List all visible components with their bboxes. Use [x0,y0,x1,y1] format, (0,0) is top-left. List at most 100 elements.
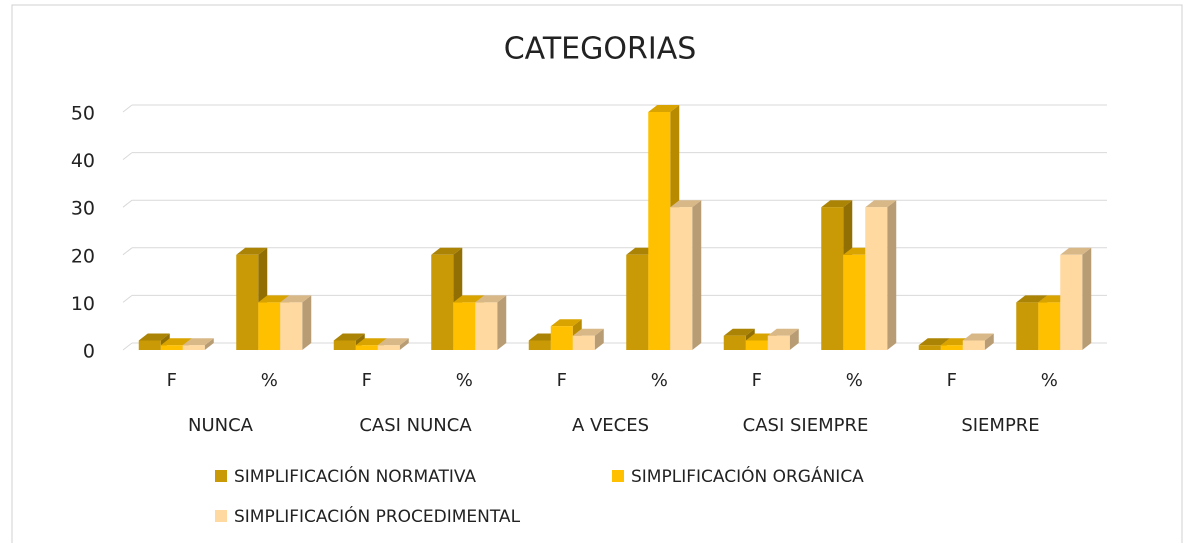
bar [865,200,897,350]
bar-front [280,302,303,350]
y-tick-label: 0 [83,341,95,363]
bar-side [789,328,799,350]
bar-front [333,340,356,350]
bar-top [572,328,604,336]
bar-top [160,338,192,346]
legend-swatch [612,470,624,482]
bar [962,333,994,350]
bar-front [940,345,963,350]
grid-line [122,104,1107,113]
bar-front [431,254,454,350]
bar-top [431,247,463,255]
x-group-label: A VECES [572,415,649,436]
bar-top [280,295,312,303]
x-tick-label: F [362,370,372,391]
x-tick-label: F [167,370,177,391]
x-tick-label: % [261,370,278,391]
bar-top [453,295,485,303]
bar-top [918,338,950,346]
y-tick-label: 20 [71,245,95,267]
grid-segment [122,104,133,113]
x-group-label: SIEMPRE [961,415,1039,436]
bar-front [745,340,768,350]
grid-segment [122,342,133,351]
legend-label: SIMPLIFICACIÓN ORGÁNICA [631,465,864,487]
x-tick-label: % [846,370,863,391]
bar-top [670,200,702,208]
bar [475,295,507,350]
bar [377,338,409,350]
bar-top [258,295,290,303]
bar-front [670,207,693,350]
bar-front [355,345,378,350]
bar-top [962,333,994,341]
bar [572,328,604,350]
bar-front [648,112,671,350]
chart-frame [11,4,1183,543]
y-tick-label: 10 [71,293,95,315]
bar-front [572,335,595,350]
x-group-label: CASI NUNCA [359,415,472,436]
bar-top [821,200,853,208]
bar-top [475,295,507,303]
grid-line [122,199,1107,208]
bar [767,328,799,350]
grid-segment [122,152,133,160]
y-tick-label: 50 [71,103,95,125]
bar-front [626,254,649,350]
bar-front [918,345,941,350]
bar-top [648,105,680,112]
bar-side [594,328,604,350]
legend-swatch [215,510,227,522]
bar-front [550,326,573,350]
bar-side [204,338,214,350]
legend-label: SIMPLIFICACIÓN NORMATIVA [234,465,476,487]
bar [670,200,702,350]
bar-front [182,345,205,350]
bar-top [236,247,268,255]
bar [280,295,312,350]
bar-side [497,295,507,350]
bar-top [377,338,409,346]
grid-segment [122,295,133,303]
bar-front [962,340,985,350]
bar-top [333,333,365,341]
bar-top [138,333,170,341]
bar-front [865,207,888,350]
chart-title: CATEGORIAS [504,32,697,67]
bar-front [1016,302,1039,350]
bar-top [550,319,582,327]
bar-front [258,302,281,350]
bar-front [1060,254,1083,350]
bar-front [453,302,476,350]
bar-front [528,340,551,350]
bar-front [160,345,183,350]
bar-front [843,254,866,350]
bar-top [355,338,387,346]
bar-side [692,200,702,350]
bar-top [1016,295,1048,303]
bar [182,338,214,350]
x-tick-label: % [456,370,473,391]
bar-front [475,302,498,350]
x-tick-label: F [752,370,762,391]
bar-top [182,338,214,346]
bar-side [1082,247,1092,350]
legend-label: SIMPLIFICACIÓN PROCEDIMENTAL [234,505,521,527]
bar-top [723,328,755,336]
bar-front [723,335,746,350]
x-group-label: NUNCA [188,415,254,436]
grid-segment [122,199,133,208]
bar-side [887,200,897,350]
bar-side [302,295,312,350]
legend-swatch [215,470,227,482]
x-tick-label: % [1041,370,1058,391]
grid-line [122,247,1107,256]
bar-front [767,335,790,350]
bar-front [236,254,259,350]
grid-line [122,152,1107,160]
bar-side [984,333,994,350]
bar-front [821,207,844,350]
bar-side [399,338,409,350]
